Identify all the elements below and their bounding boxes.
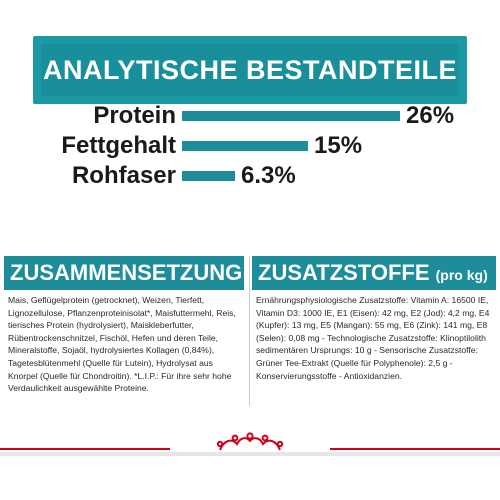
- nutrient-bar: [182, 141, 308, 151]
- additives-text: Ernährungsphysiologische Zusatzstoffe: V…: [256, 295, 490, 381]
- additives-title-suffix: (pro kg): [435, 267, 488, 283]
- crown-icon: [216, 432, 284, 451]
- header-inner: ANALYTISCHE BESTANDTEILE: [41, 44, 459, 96]
- nutrient-label: Rohfaser: [71, 162, 176, 189]
- nutrient-value: 15%: [314, 132, 363, 159]
- panel-divider: [249, 256, 250, 406]
- nutrient-label: Protein: [93, 102, 176, 129]
- composition-header: ZUSAMMENSETZUNG: [4, 256, 244, 290]
- footer-line-right: [330, 448, 500, 450]
- additives-title-main: ZUSATZSTOFFE: [258, 260, 430, 285]
- composition-text: Mais, Geflügelprotein (getrocknet), Weiz…: [8, 295, 236, 394]
- nutrient-row: Protein 26%: [0, 104, 500, 128]
- footer-line-left: [0, 448, 170, 450]
- additives-title: ZUSATZSTOFFE (pro kg): [258, 258, 488, 290]
- nutrient-bar: [182, 171, 235, 181]
- nutrient-bar: [182, 111, 400, 121]
- header-title: ANALYTISCHE BESTANDTEILE: [42, 54, 458, 85]
- header-band: ANALYTISCHE BESTANDTEILE: [33, 36, 467, 104]
- bottom-strip: [0, 452, 500, 456]
- nutrient-label: Fettgehalt: [61, 132, 176, 159]
- additives-panel: ZUSATZSTOFFE (pro kg) Ernährungsphysiolo…: [252, 256, 496, 468]
- nutrient-row: Rohfaser 6.3%: [0, 164, 500, 188]
- composition-panel: ZUSAMMENSETZUNG Mais, Geflügelprotein (g…: [4, 256, 244, 468]
- additives-header: ZUSATZSTOFFE (pro kg): [252, 256, 496, 290]
- nutrient-row: Fettgehalt 15%: [0, 134, 500, 158]
- nutrient-value: 6.3%: [241, 162, 296, 189]
- composition-title: ZUSAMMENSETZUNG: [10, 260, 243, 285]
- nutrient-value: 26%: [406, 102, 455, 129]
